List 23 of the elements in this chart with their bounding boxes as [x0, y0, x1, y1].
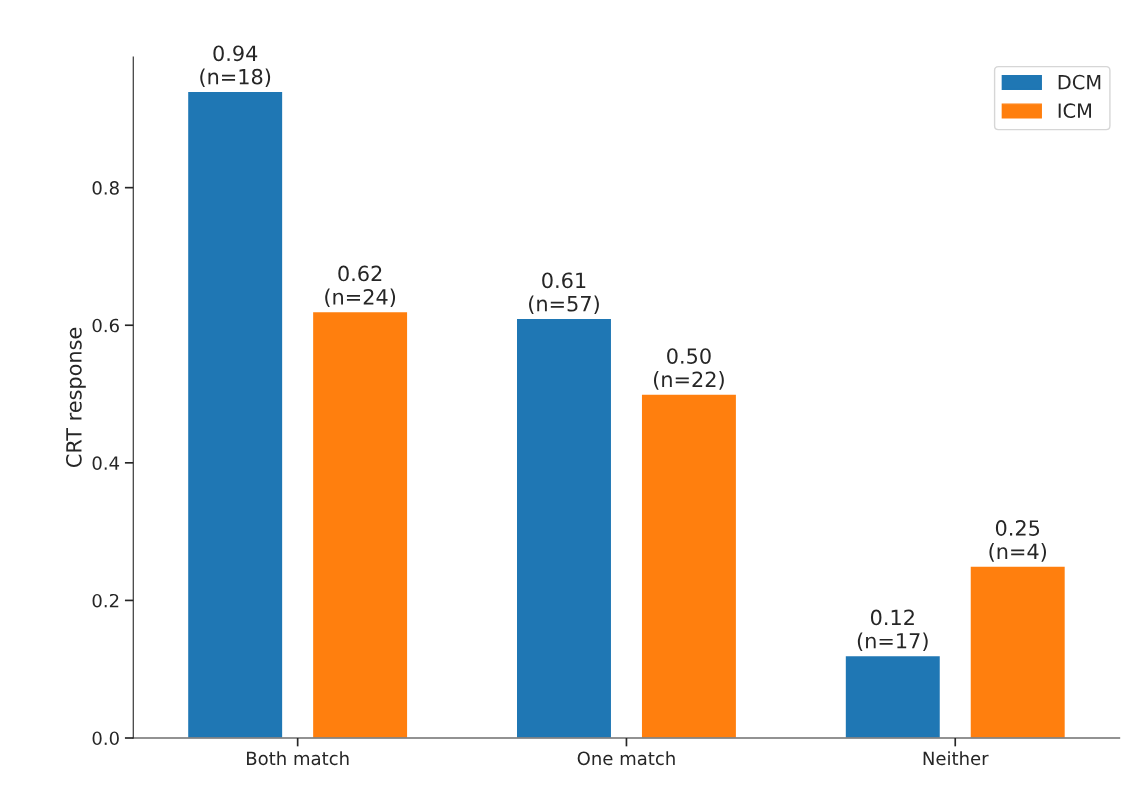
bar	[311, 310, 409, 738]
legend-label: ICM	[1058, 103, 1091, 119]
y-tick-label: 0.0	[92, 731, 119, 746]
data-label: 0.62 (n=24)	[325, 265, 396, 308]
y-tick-label: 0.8	[92, 181, 119, 195]
y-tick-label: 0.4	[92, 456, 120, 470]
x-tick-label: One match	[577, 751, 675, 766]
bar	[969, 565, 1067, 738]
y-tick-label: 0.6	[92, 318, 119, 333]
x-tick-label: Both match	[247, 751, 349, 766]
bar	[640, 393, 738, 738]
data-label: 0.50 (n=22)	[654, 348, 724, 390]
y-tick-label: 0.2	[92, 593, 119, 608]
bar	[515, 317, 613, 738]
legend-label: DCM	[1058, 74, 1101, 90]
y-axis-title: CRT response	[66, 327, 86, 468]
data-label: 0.94 (n=18)	[200, 45, 271, 87]
data-label: 0.12 (n=17)	[857, 609, 928, 652]
bar	[186, 90, 284, 738]
data-label: 0.25 (n=4)	[989, 520, 1047, 562]
data-label: 0.61 (n=57)	[529, 272, 599, 314]
bar	[844, 654, 942, 738]
x-tick-label: Neither	[923, 751, 989, 766]
